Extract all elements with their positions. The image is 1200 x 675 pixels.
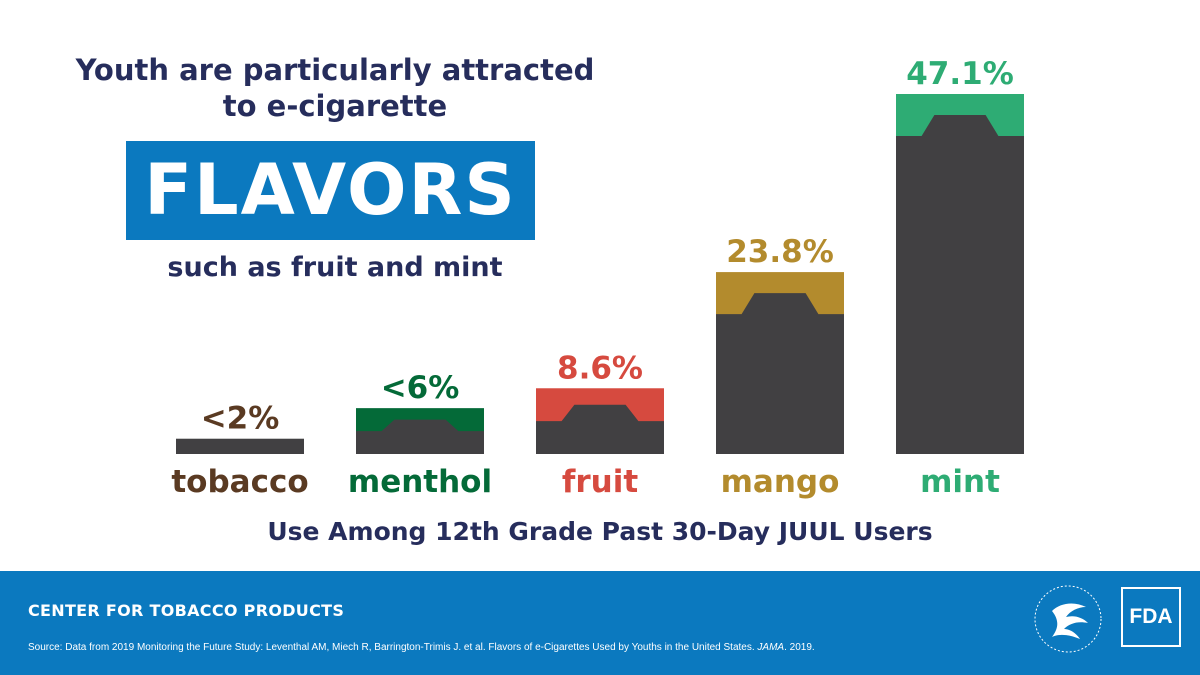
value-label-fruit: 8.6% (557, 350, 643, 386)
value-label-mint: 47.1% (906, 56, 1014, 92)
footer: CENTER FOR TOBACCO PRODUCTS Source: Data… (0, 571, 1200, 675)
source-year: . 2019. (784, 642, 815, 653)
bars-group: <2% tobacco <6% menthol 8.6% fruit 23.8% mango 4… (171, 56, 1024, 500)
category-label-fruit: fruit (562, 464, 638, 500)
footer-source: Source: Data from 2019 Monitoring the Fu… (28, 642, 815, 653)
headline-line-1: Youth are particularly attracted (75, 53, 595, 87)
flavors-highlight: FLAVORS (126, 141, 535, 240)
category-label-tobacco: tobacco (171, 464, 308, 500)
category-label-menthol: menthol (348, 464, 492, 500)
source-text: Source: Data from 2019 Monitoring the Fu… (28, 642, 755, 653)
bar-tobacco (176, 438, 304, 454)
source-journal: JAMA (757, 642, 785, 653)
headline-line-2: to e-cigarette (222, 89, 448, 123)
flavor-bar-chart: <2% tobacco <6% menthol 8.6% fruit 23.8% mango 4… (171, 56, 1024, 500)
footer-org-name: CENTER FOR TOBACCO PRODUCTS (28, 601, 345, 620)
fda-logo: FDA (1121, 587, 1181, 647)
bar-menthol (356, 419, 484, 454)
bar-mango (716, 293, 844, 454)
category-label-mint: mint (920, 464, 1000, 500)
subheadline: such as fruit and mint (167, 252, 503, 283)
headline: Youth are particularly attracted to e-ci… (30, 52, 640, 124)
hhs-seal-icon (1034, 585, 1102, 653)
value-label-tobacco: <2% (201, 401, 280, 437)
category-label-mango: mango (721, 464, 840, 500)
bar-fruit (536, 404, 664, 454)
value-label-menthol: <6% (381, 370, 460, 406)
chart-x-axis-label: Use Among 12th Grade Past 30-Day JUUL Us… (267, 517, 933, 546)
value-label-mango: 23.8% (726, 234, 834, 270)
bar-mint (896, 115, 1024, 454)
